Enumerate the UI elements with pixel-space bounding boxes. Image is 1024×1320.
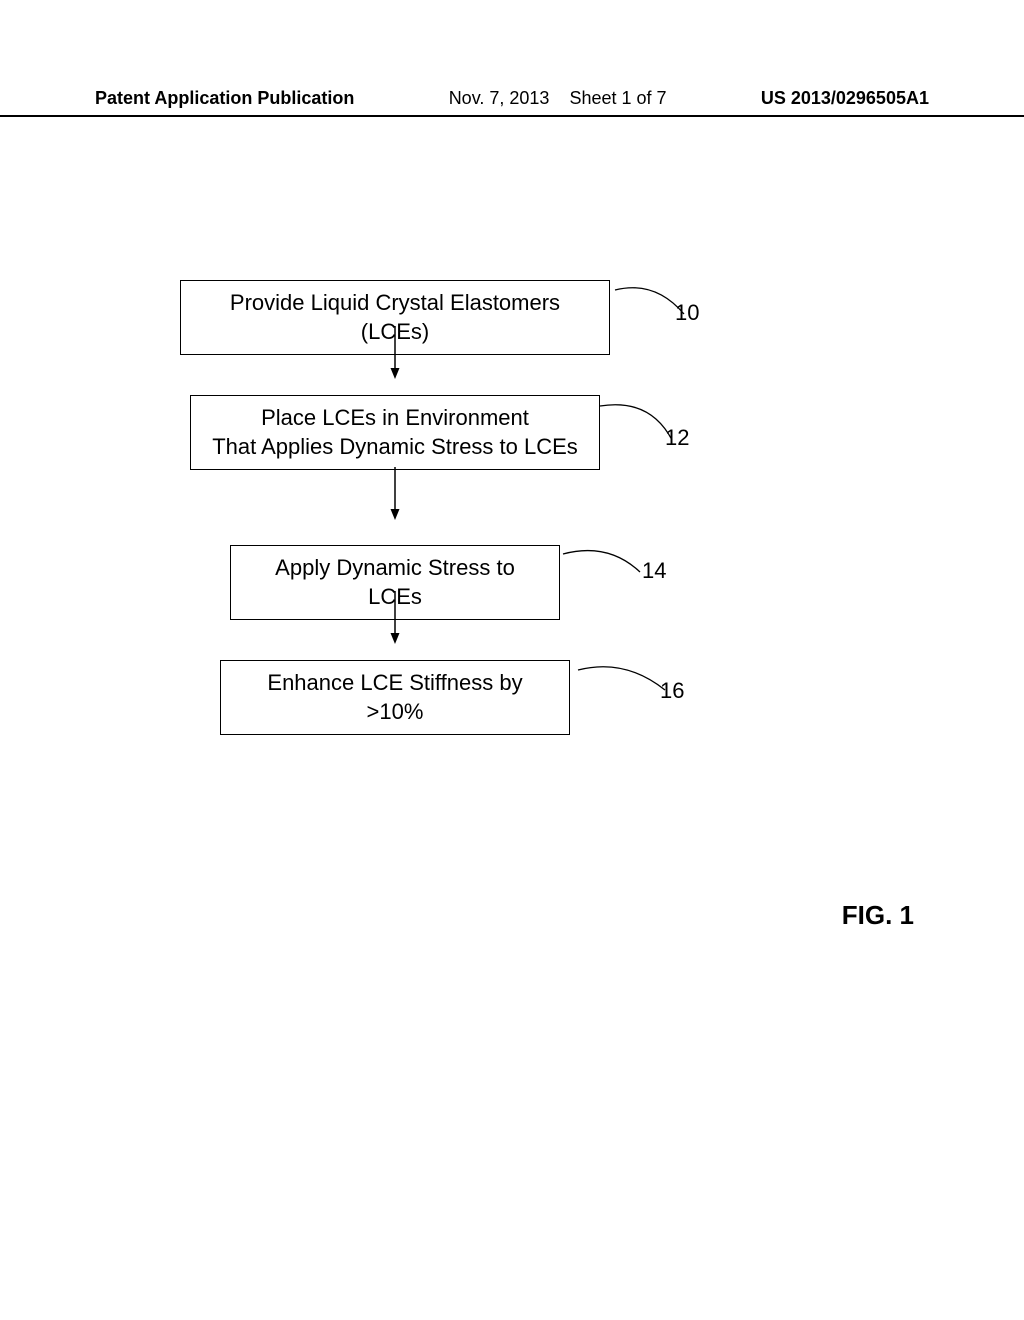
arrow-down-icon — [385, 324, 405, 379]
page: Patent Application Publication Nov. 7, 2… — [0, 0, 1024, 1320]
flowchart-box: Enhance LCE Stiffness by >10% — [220, 660, 570, 735]
flowchart-connector — [385, 589, 405, 644]
reference-numeral: 12 — [665, 425, 689, 451]
flowchart-connector — [385, 324, 405, 379]
arrow-down-icon — [385, 465, 405, 520]
header-left: Patent Application Publication — [95, 88, 354, 115]
reference-numeral: 16 — [660, 678, 684, 704]
header-right: US 2013/0296505A1 — [761, 88, 929, 115]
arrow-down-icon — [385, 589, 405, 644]
header-sheet: Sheet 1 of 7 — [569, 88, 666, 108]
header-middle: Nov. 7, 2013 Sheet 1 of 7 — [449, 88, 667, 115]
header-date: Nov. 7, 2013 — [449, 88, 550, 108]
figure-label: FIG. 1 — [842, 900, 914, 931]
flowchart-connector — [385, 465, 405, 520]
flowchart-box-line: Place LCEs in Environment — [207, 404, 583, 433]
reference-numeral: 14 — [642, 558, 666, 584]
flowchart-box-line: Enhance LCE Stiffness by >10% — [237, 669, 553, 726]
flowchart-box-line: That Applies Dynamic Stress to LCEs — [207, 433, 583, 462]
flowchart-box: Place LCEs in EnvironmentThat Applies Dy… — [190, 395, 600, 470]
reference-numeral: 10 — [675, 300, 699, 326]
page-header: Patent Application Publication Nov. 7, 2… — [0, 88, 1024, 117]
